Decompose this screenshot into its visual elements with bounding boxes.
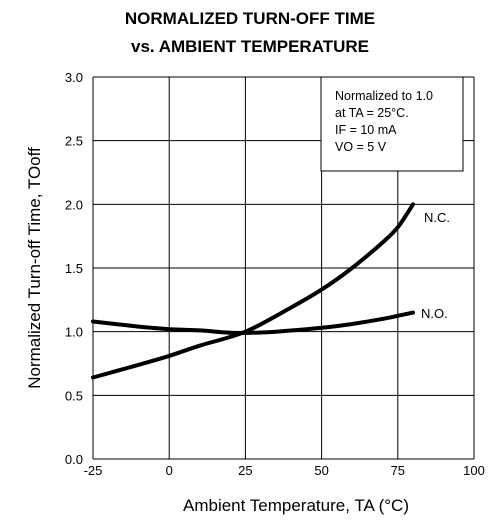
x-tick-label: -25 [84,463,103,478]
series-label-nc: N.C. [424,210,450,225]
chart-title-line-2: vs. AMBIENT TEMPERATURE [131,37,369,56]
y-tick-label: 2.5 [65,134,83,149]
condition-line-3: IF = 10 mA [335,123,397,137]
x-axis-label: Ambient Temperature, TA (°C) [183,496,409,515]
x-tick-label: 25 [238,463,252,478]
x-tick-label: 100 [463,463,485,478]
condition-line-4: VO = 5 V [335,140,387,154]
x-tick-label: 0 [166,463,173,478]
y-tick-label: 0.5 [65,388,83,403]
series-label-no: N.O. [421,306,448,321]
y-axis-label: Normalized Turn-off Time, TOoff [25,147,44,389]
condition-line-1: Normalized to 1.0 [335,89,433,103]
condition-line-2: at TA = 25°C. [335,106,409,120]
x-tick-label: 50 [314,463,328,478]
chart-title-line-1: NORMALIZED TURN-OFF TIME [125,9,375,28]
y-tick-labels: 0.0 0.5 1.0 1.5 2.0 2.5 3.0 [65,70,83,467]
y-tick-label: 0.0 [65,452,83,467]
series-lines [91,202,415,380]
x-tick-label: 75 [391,463,405,478]
x-tick-labels: -25 0 25 50 75 100 [84,463,485,478]
y-tick-label: 1.0 [65,325,83,340]
y-tick-label: 3.0 [65,70,83,85]
series-line-no [91,310,415,335]
series-line-nc [91,202,415,380]
y-tick-label: 1.5 [65,261,83,276]
conditions-box [320,76,464,172]
y-tick-label: 2.0 [65,197,83,212]
